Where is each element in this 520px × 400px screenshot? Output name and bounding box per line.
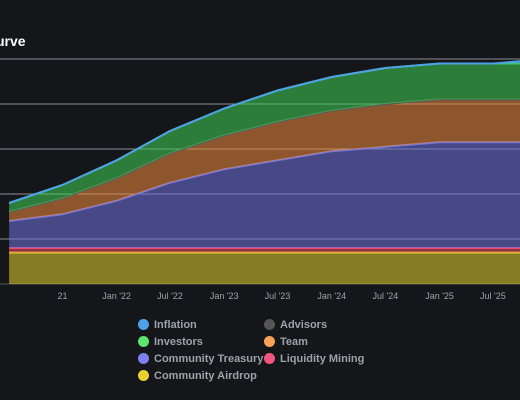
legend-swatch [138,336,149,347]
legend-label: Liquidity Mining [280,352,365,365]
legend-label: Team [280,335,308,348]
stacked-areas [8,60,520,284]
x-tick-label: Jul '24 [372,291,398,301]
legend-item[interactable]: Community Treasury [138,352,264,365]
area-community-treasury [9,142,520,248]
legend-item[interactable]: Team [264,335,384,348]
x-tick-label: 21 [57,291,67,301]
legend-swatch [138,353,149,364]
line-inflation [8,60,520,204]
x-tick-label: Jan '22 [102,291,131,301]
x-tick-label: Jul '23 [265,291,291,301]
legend-item[interactable]: Advisors [264,318,384,331]
x-tick-label: Jan '25 [425,291,454,301]
area-liquidity-mining [9,248,520,253]
legend-label: Advisors [280,318,328,331]
area-investors [9,63,520,212]
x-tick-label: Jan '23 [210,291,239,301]
x-axis-ticks: 21 Jan '22 Jul '22 Jan '23 Jul '23 Jan '24 Jul… [57,291,505,301]
legend-swatch [264,319,275,330]
legend-label: Inflation [154,318,197,331]
legend-swatch [138,319,149,330]
x-tick-label: Jan '24 [317,291,346,301]
legend: Inflation Advisors Investors Team Community … [138,318,384,382]
legend-swatch [264,336,275,347]
chart-title: urve [0,33,26,49]
legend-swatch [264,353,275,364]
x-tick-label: Jul '25 [480,291,506,301]
legend-item[interactable]: Liquidity Mining [264,352,384,365]
legend-label: Investors [154,335,203,348]
x-tick-label: Jul '22 [157,291,183,301]
area-community-airdrop [9,252,520,284]
legend-swatch [138,370,149,381]
legend-label: Community Airdrop [154,369,257,382]
legend-item[interactable]: Community Airdrop [138,369,264,382]
legend-item[interactable]: Inflation [138,318,264,331]
legend-label: Community Treasury [154,352,264,365]
legend-item[interactable]: Investors [138,335,264,348]
area-team [9,99,520,221]
